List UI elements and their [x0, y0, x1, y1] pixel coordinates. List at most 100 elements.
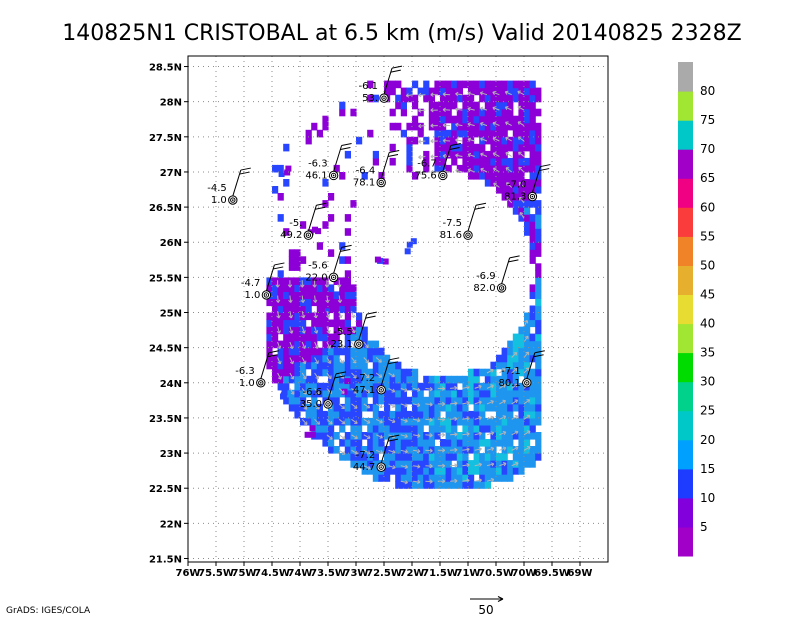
- wind-cell: [535, 214, 541, 222]
- wind-cell: [401, 369, 407, 377]
- colorbar-swatch: [678, 62, 693, 92]
- wind-cell: [530, 369, 536, 377]
- wind-cell: [328, 446, 334, 454]
- wind-cell: [474, 439, 480, 447]
- wind-cell: [524, 214, 530, 222]
- wind-cell: [530, 130, 536, 138]
- station-dot: [501, 287, 503, 289]
- station-count: 80.1: [499, 378, 521, 389]
- wind-cell: [490, 404, 496, 412]
- wind-cell: [530, 88, 536, 96]
- wind-cell: [429, 397, 435, 405]
- wind-cell: [345, 369, 351, 377]
- wind-cell: [423, 432, 429, 440]
- station-count: 53.: [362, 93, 378, 104]
- wind-cell: [468, 158, 474, 166]
- station-value: -5.5: [333, 327, 353, 338]
- wind-cell: [451, 439, 457, 447]
- wind-cell: [513, 165, 519, 173]
- wind-cell: [412, 137, 418, 145]
- wind-cell: [315, 228, 321, 234]
- wind-cell: [423, 467, 429, 475]
- colorbar-swatch: [678, 265, 693, 295]
- wind-cell: [479, 130, 485, 138]
- wind-cell: [530, 109, 536, 117]
- station-dot: [260, 382, 262, 384]
- wind-cell: [507, 158, 513, 166]
- wind-cell: [490, 172, 496, 180]
- wind-cell: [350, 291, 356, 299]
- wind-cell: [440, 130, 446, 138]
- wind-cell: [535, 221, 541, 229]
- wind-cell: [530, 81, 536, 89]
- wind-cell: [373, 158, 379, 166]
- wind-cell: [317, 355, 323, 363]
- wind-cell: [345, 446, 351, 454]
- station-dot: [358, 343, 360, 345]
- wind-cell: [530, 95, 536, 103]
- wind-cell: [490, 144, 496, 152]
- y-tick-label: 28N: [160, 98, 182, 109]
- x-tick-label: 76W: [176, 568, 201, 579]
- wind-cell: [446, 425, 452, 433]
- wind-cell: [474, 411, 480, 419]
- wind-cell: [401, 130, 407, 138]
- wind-cell: [272, 299, 278, 307]
- wind-cell: [328, 249, 334, 257]
- wind-cell: [474, 467, 480, 475]
- wind-cell: [446, 439, 452, 447]
- wind-cell: [446, 453, 452, 461]
- wind-cell: [446, 432, 452, 440]
- wind-cell: [513, 137, 519, 145]
- wind-cell: [317, 242, 323, 250]
- wind-cell: [446, 102, 452, 110]
- wind-cell: [518, 411, 524, 419]
- wind-cell: [339, 277, 345, 285]
- wind-cell: [395, 446, 401, 454]
- wind-cell: [345, 277, 351, 285]
- wind-cell: [328, 291, 334, 299]
- wind-cell: [535, 207, 541, 215]
- colorbar-label: 15: [700, 462, 715, 476]
- wind-cell: [412, 102, 418, 110]
- wind-cell: [294, 334, 300, 342]
- wind-cell: [468, 411, 474, 419]
- wind-cell: [339, 256, 345, 264]
- wind-cell: [395, 123, 401, 131]
- wind-cell: [434, 411, 440, 419]
- wind-cell: [345, 355, 351, 363]
- wind-cell: [373, 425, 379, 433]
- wind-cell: [306, 306, 312, 314]
- wind-cell: [395, 425, 401, 433]
- wind-cell: [530, 242, 536, 250]
- wind-cell: [535, 411, 541, 419]
- wind-cell: [530, 123, 536, 131]
- colorbar-swatch: [678, 382, 693, 412]
- wind-cell: [440, 376, 446, 384]
- x-tick-label: 71W: [456, 568, 481, 579]
- wind-cell: [350, 284, 356, 292]
- wind-cell: [345, 418, 351, 426]
- wind-cell: [502, 144, 508, 152]
- wind-cell: [513, 404, 519, 412]
- wind-cell: [395, 418, 401, 426]
- wind-cell: [524, 81, 530, 89]
- station-count: 78.1: [353, 178, 375, 189]
- wind-barb-feather: [315, 207, 325, 209]
- wind-cell: [317, 425, 323, 433]
- wind-cell: [535, 390, 541, 398]
- wind-cell: [507, 474, 513, 482]
- wind-cell: [535, 404, 541, 412]
- wind-cell: [518, 439, 524, 447]
- colorbar-label: 35: [700, 346, 715, 360]
- wind-cell: [283, 383, 289, 391]
- wind-cell: [502, 158, 508, 166]
- wind-cell: [434, 432, 440, 440]
- wind-cell: [457, 467, 463, 475]
- wind-cell: [468, 376, 474, 384]
- wind-cell: [306, 130, 312, 138]
- wind-cell: [474, 432, 480, 440]
- wind-cell: [518, 172, 524, 180]
- wind-cell: [524, 109, 530, 117]
- wind-cell: [406, 467, 412, 475]
